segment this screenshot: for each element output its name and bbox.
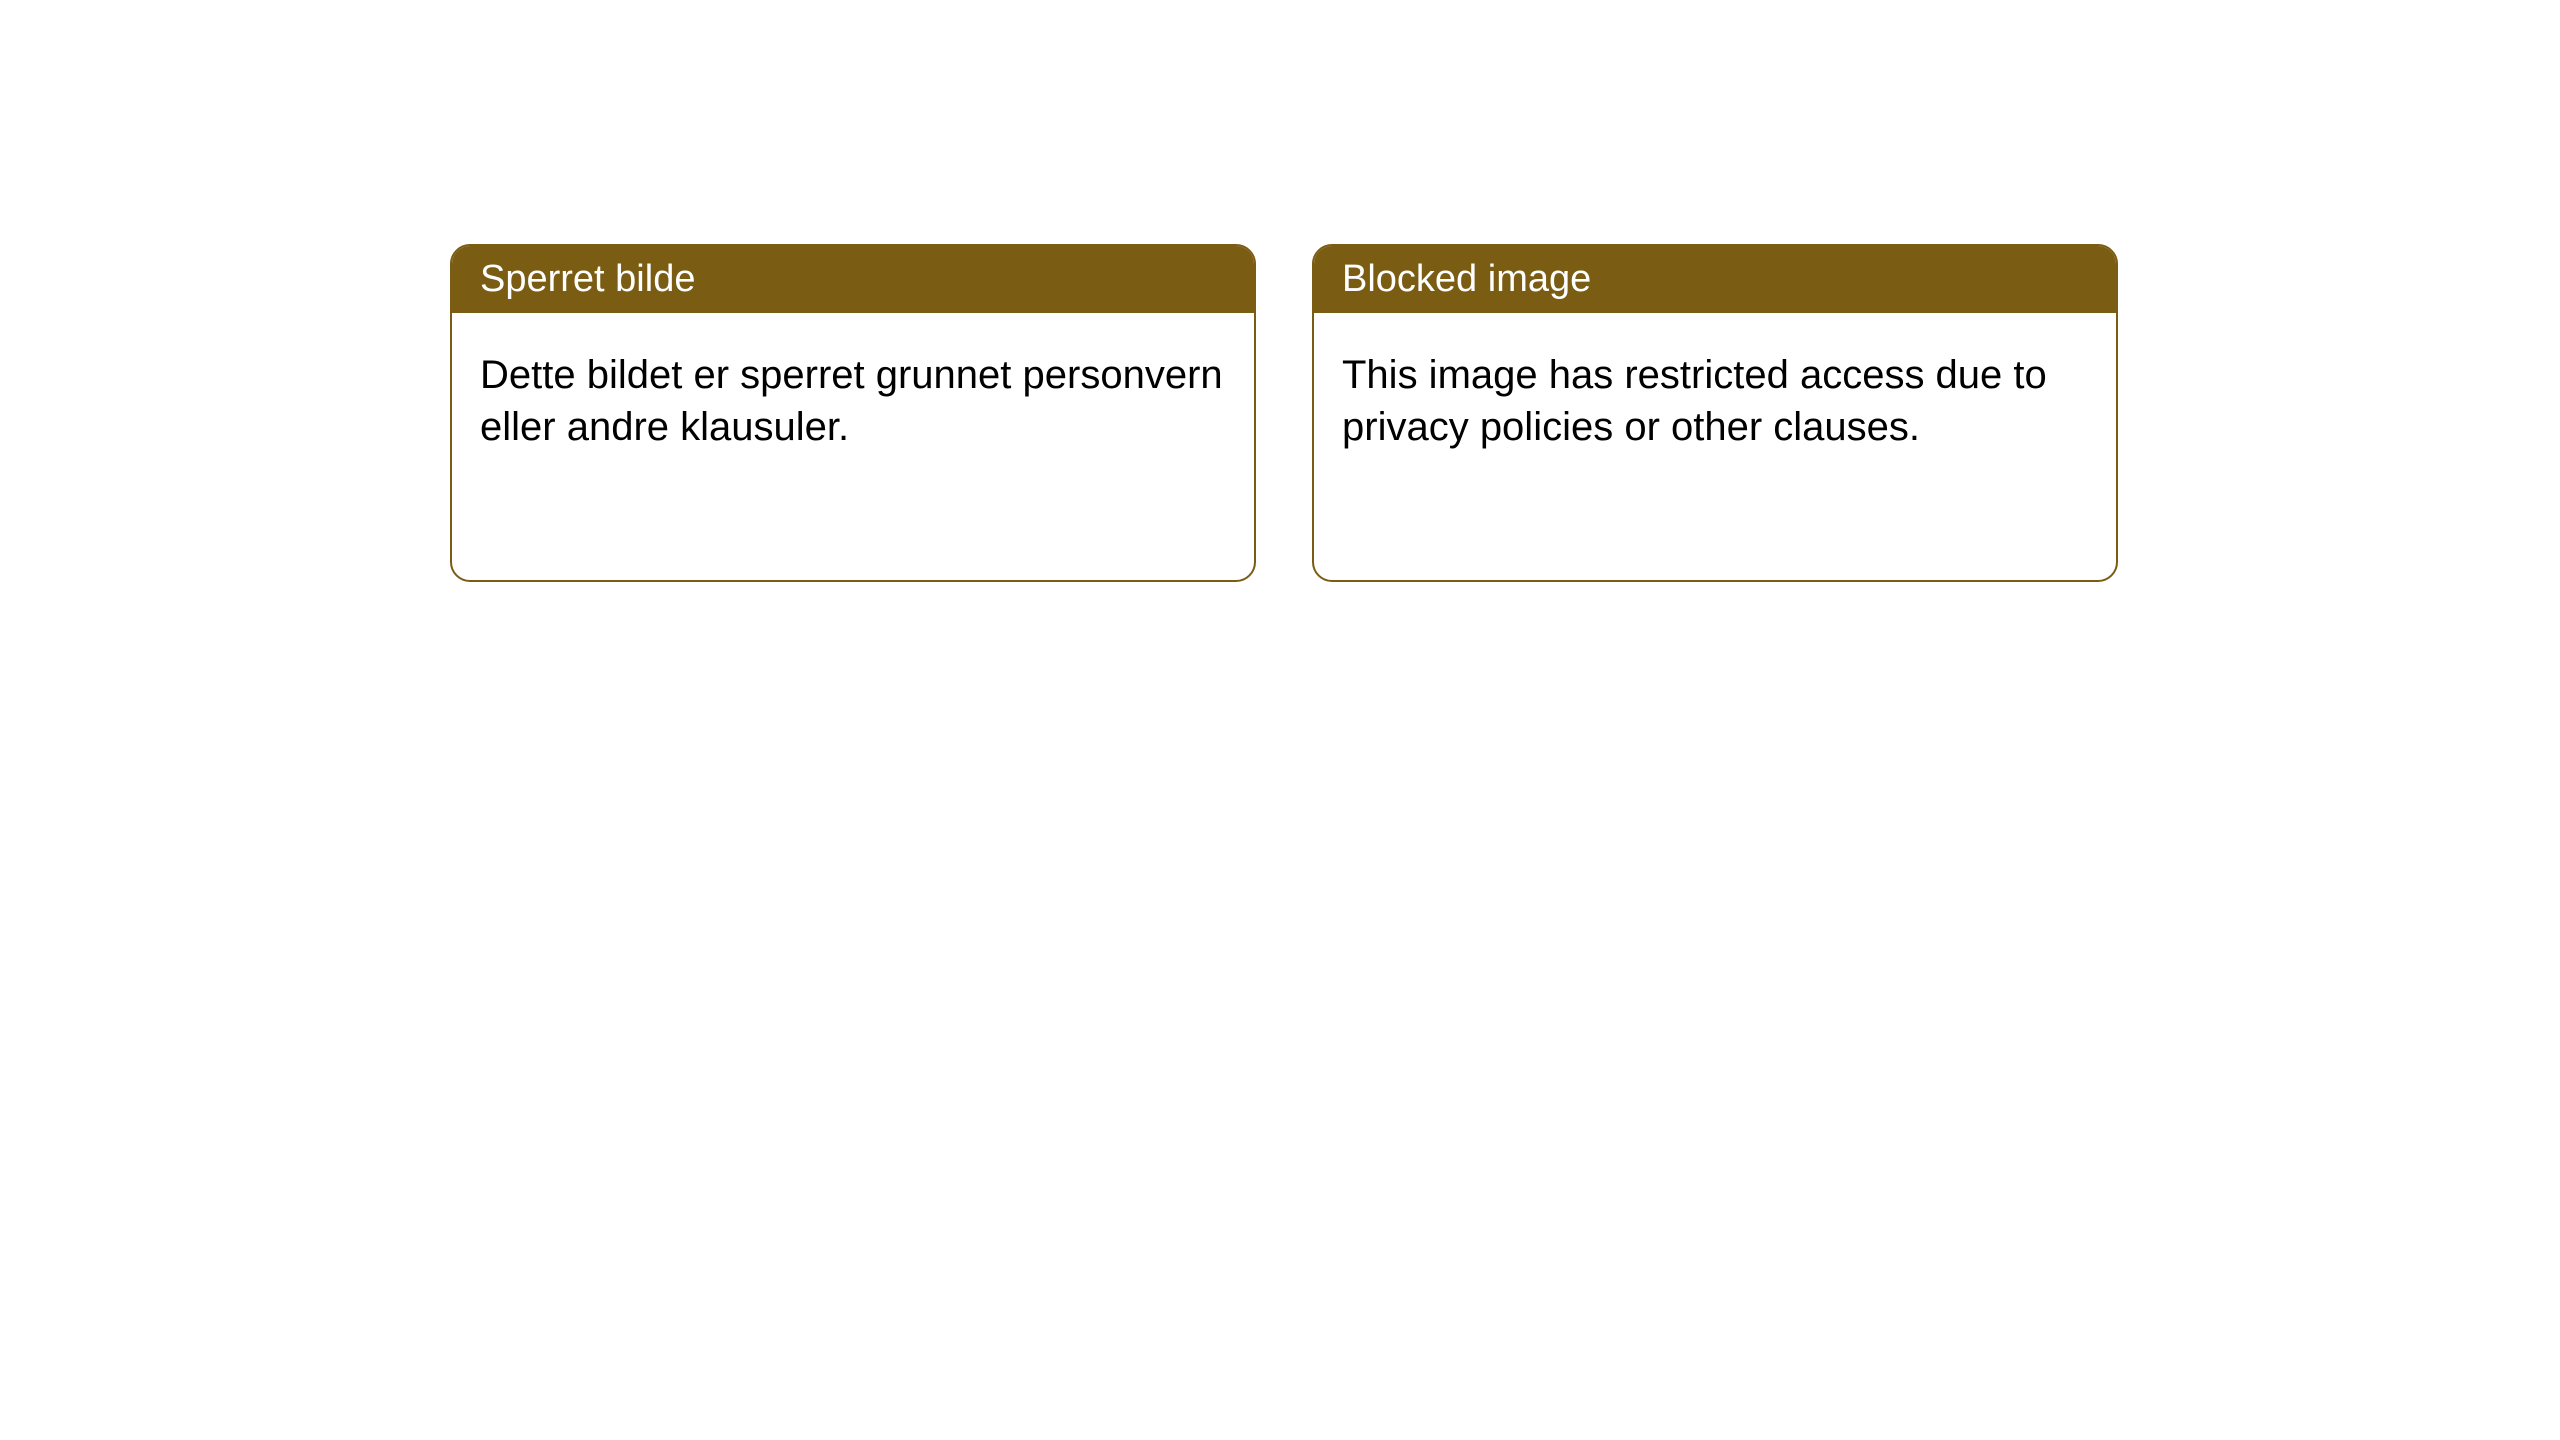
notice-card-norwegian: Sperret bilde Dette bildet er sperret gr… xyxy=(450,244,1256,582)
notice-title: Sperret bilde xyxy=(452,246,1254,313)
notice-body: This image has restricted access due to … xyxy=(1314,313,2116,489)
notice-title: Blocked image xyxy=(1314,246,2116,313)
notice-body: Dette bildet er sperret grunnet personve… xyxy=(452,313,1254,489)
notice-container: Sperret bilde Dette bildet er sperret gr… xyxy=(0,0,2560,582)
notice-card-english: Blocked image This image has restricted … xyxy=(1312,244,2118,582)
